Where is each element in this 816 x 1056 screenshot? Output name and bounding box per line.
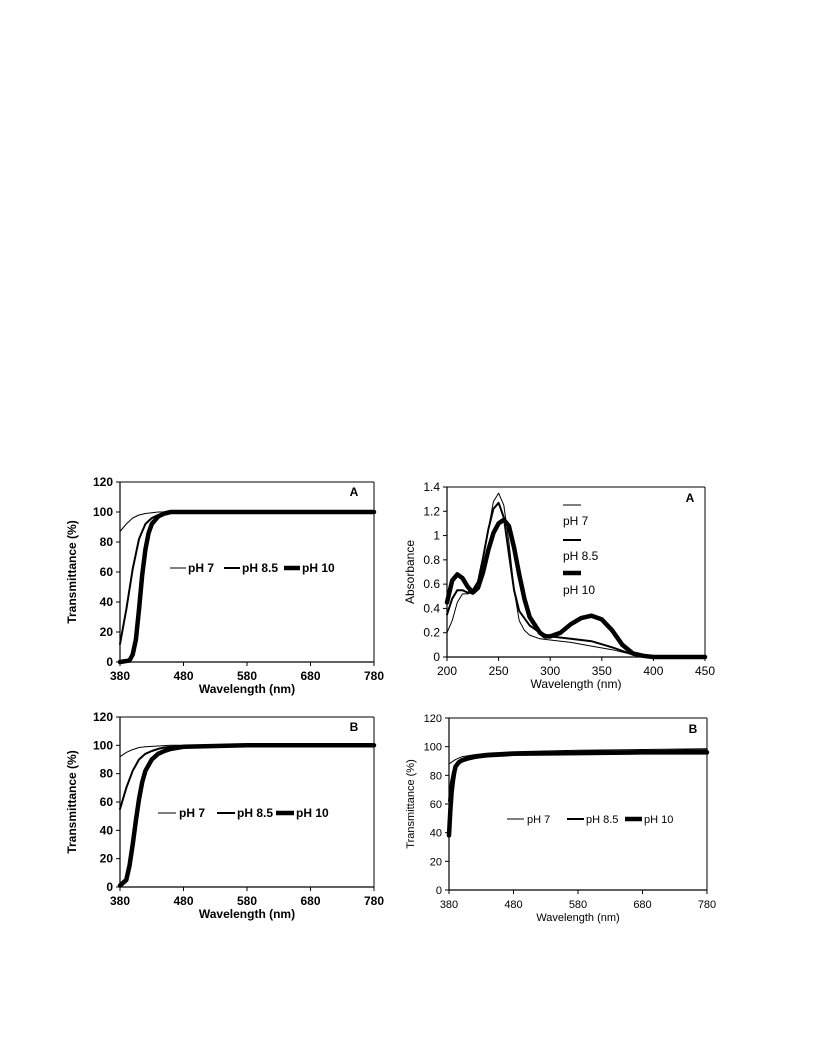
- x-tick-label: 400: [643, 664, 663, 678]
- x-tick-label: 380: [110, 894, 130, 908]
- legend-label: pH 10: [644, 814, 673, 826]
- x-tick-label: 680: [300, 894, 320, 908]
- y-axis-label: Absorbance: [403, 540, 417, 604]
- x-tick-label: 580: [237, 894, 257, 908]
- legend-label: pH 10: [296, 806, 329, 820]
- y-tick-label: 20: [100, 852, 114, 866]
- x-tick-label: 580: [569, 899, 587, 911]
- y-tick-label: 80: [100, 767, 114, 781]
- x-tick-label: 480: [504, 899, 522, 911]
- panel-letter: B: [350, 720, 359, 734]
- series-line-ph-7: [446, 492, 706, 658]
- y-tick-label: 1.2: [423, 504, 440, 518]
- panel-letter: A: [350, 485, 359, 499]
- legend-label: pH 7: [527, 814, 550, 826]
- y-tick-label: 20: [430, 856, 442, 868]
- y-tick-label: 0.4: [423, 601, 440, 615]
- legend-label: pH 7: [179, 806, 205, 820]
- panel-letter: B: [689, 722, 698, 736]
- y-tick-label: 100: [424, 742, 442, 754]
- series-line-ph-8.5: [446, 501, 706, 658]
- y-tick-label: 20: [100, 625, 114, 639]
- legend-label: pH 10: [563, 583, 595, 597]
- x-tick-label: 300: [540, 664, 560, 678]
- y-axis-label: Transmittance (%): [65, 520, 79, 623]
- chart-bottom-right: 0 20 40 60 80 100 120 380 480 580 680 780 Wavelength…: [400, 705, 720, 935]
- y-tick-label: 60: [100, 795, 114, 809]
- y-tick-label: 100: [93, 505, 113, 519]
- x-tick-label: 250: [489, 664, 509, 678]
- chart-svg: 0 0.2 0.4 0.6 0.8 1 1.2 1.4 200 250 300 350 400 450 Wa…: [403, 480, 715, 691]
- legend-label: pH 8.5: [586, 814, 618, 826]
- y-tick-label: 1.4: [423, 480, 440, 494]
- chart-svg: 0 20 40 60 80 100 120 380 480 580 680 780 Wavelength…: [65, 475, 384, 696]
- x-tick-label: 780: [698, 899, 716, 911]
- panel-letter: A: [686, 491, 695, 505]
- y-tick-label: 120: [93, 475, 113, 489]
- y-tick-label: 0: [106, 880, 113, 894]
- x-tick-label: 780: [364, 894, 384, 908]
- x-tick-label: 350: [592, 664, 612, 678]
- y-tick-label: 80: [430, 770, 442, 782]
- series-line-ph-10: [444, 517, 708, 660]
- x-tick-label: 380: [110, 669, 130, 683]
- x-tick-label: 450: [695, 664, 715, 678]
- x-tick-label: 380: [440, 899, 458, 911]
- legend-label: pH 8.5: [237, 806, 273, 820]
- y-tick-label: 40: [100, 595, 114, 609]
- y-tick-label: 0.2: [423, 626, 440, 640]
- y-tick-label: 0: [106, 655, 113, 669]
- y-tick-label: 1: [433, 529, 440, 543]
- y-tick-label: 60: [100, 565, 114, 579]
- x-tick-label: 680: [300, 669, 320, 683]
- y-tick-label: 0: [436, 885, 442, 897]
- x-tick-label: 680: [633, 899, 651, 911]
- y-tick-label: 100: [93, 738, 113, 752]
- y-axis-label: Transmittance (%): [405, 759, 417, 848]
- legend-label: pH 8.5: [563, 549, 599, 563]
- y-tick-label: 0.8: [423, 553, 440, 567]
- chart-svg: 0 20 40 60 80 100 120 380 480 580 680 780 Wavelength…: [405, 713, 716, 924]
- chart-top-right: 0 0.2 0.4 0.6 0.8 1 1.2 1.4 200 250 300 350 400 450 Wa…: [400, 470, 720, 705]
- y-axis-label: Transmittance (%): [65, 750, 79, 853]
- y-tick-label: 60: [430, 799, 442, 811]
- x-tick-label: 580: [237, 669, 257, 683]
- y-tick-label: 120: [424, 713, 442, 725]
- y-tick-label: 40: [100, 823, 114, 837]
- series-line-ph-8.5: [119, 511, 375, 645]
- legend-label: pH 10: [302, 561, 335, 575]
- x-tick-label: 480: [173, 669, 193, 683]
- chart-top-left: 0 20 40 60 80 100 120 380 480 580 680 780 Wavelength…: [62, 470, 387, 705]
- chart-bottom-left: 0 20 40 60 80 100 120 380 480 580 680 780 Wavelength…: [62, 705, 387, 935]
- x-tick-label: 480: [173, 894, 193, 908]
- x-axis-label: Wavelength (nm): [199, 682, 295, 696]
- x-tick-label: 200: [437, 664, 457, 678]
- y-tick-label: 0.6: [423, 577, 440, 591]
- y-tick-label: 120: [93, 710, 113, 724]
- series-line-ph-10: [117, 509, 377, 665]
- x-axis-label: Wavelength (nm): [531, 677, 622, 691]
- x-axis-label: Wavelength (nm): [199, 907, 295, 921]
- legend-label: pH 8.5: [242, 561, 278, 575]
- x-tick-label: 780: [364, 669, 384, 683]
- x-axis-label: Wavelength (nm): [536, 912, 619, 924]
- chart-svg: 0 20 40 60 80 100 120 380 480 580 680 780 Wavelength…: [65, 710, 384, 921]
- y-tick-label: 80: [100, 535, 114, 549]
- y-tick-label: 0: [433, 650, 440, 664]
- y-tick-label: 40: [430, 828, 442, 840]
- series-line-ph-10: [446, 750, 710, 838]
- series-line-ph-8.5: [448, 749, 708, 803]
- legend-label: pH 7: [188, 561, 214, 575]
- legend-label: pH 7: [563, 514, 589, 528]
- series-line-ph-10: [117, 743, 377, 888]
